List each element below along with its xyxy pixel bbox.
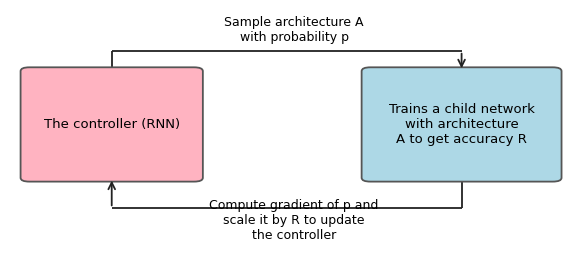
Text: Sample architecture A
with probability p: Sample architecture A with probability p: [224, 17, 364, 44]
Text: Compute gradient of p and
scale it by R to update
the controller: Compute gradient of p and scale it by R …: [209, 199, 379, 243]
FancyBboxPatch shape: [21, 67, 203, 182]
Text: Trains a child network
with architecture
A to get accuracy R: Trains a child network with architecture…: [389, 103, 534, 146]
Text: The controller (RNN): The controller (RNN): [44, 118, 180, 131]
FancyBboxPatch shape: [362, 67, 562, 182]
